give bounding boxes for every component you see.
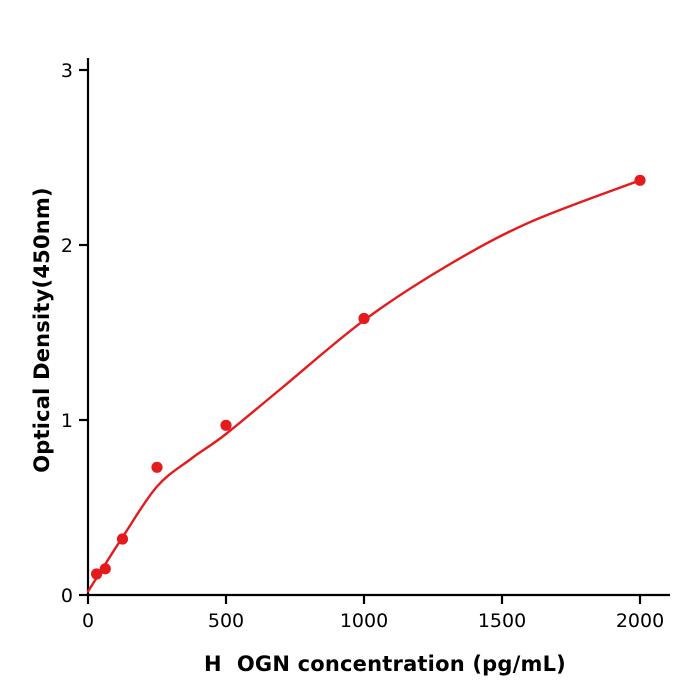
fit-curve bbox=[86, 179, 642, 593]
y-axis-title: Optical Density(450nm) bbox=[30, 187, 54, 473]
data-point bbox=[358, 312, 370, 325]
data-point bbox=[634, 174, 646, 186]
x-tick-label: 2000 bbox=[616, 610, 664, 632]
x-tick-label: 1000 bbox=[340, 610, 388, 632]
y-tick-label: 2 bbox=[61, 235, 73, 257]
x-tick-label: 500 bbox=[208, 610, 244, 632]
data-point bbox=[220, 419, 232, 431]
y-tick-label: 0 bbox=[61, 585, 73, 607]
data-point bbox=[99, 563, 111, 575]
x-tick-label: 0 bbox=[82, 610, 94, 632]
x-axis-title: H OGN concentration (pg/mL) bbox=[204, 652, 566, 676]
data-point bbox=[151, 461, 163, 473]
y-tick-label: 3 bbox=[61, 60, 73, 82]
data-point bbox=[116, 533, 129, 545]
data-point bbox=[91, 568, 103, 580]
x-tick-label: 1500 bbox=[478, 610, 526, 632]
y-tick-label: 1 bbox=[61, 410, 73, 432]
